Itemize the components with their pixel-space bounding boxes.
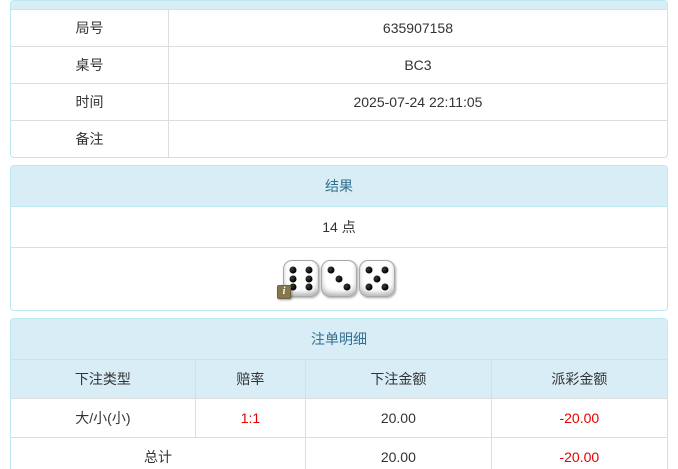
total-bet-amount: 20.00	[305, 437, 492, 469]
odds-header: 赔率	[194, 360, 306, 399]
round-id-label: 局号	[75, 20, 104, 36]
total-payout-amount: -20.00	[490, 437, 667, 469]
table-row: 备注	[11, 120, 667, 157]
result-panel-title: 结果	[11, 166, 667, 207]
total-label: 总计	[11, 437, 306, 469]
bet-details-table: 下注类型 赔率 下注金额 派彩金额 大/小(小) 1:1 20.00 -20.0…	[11, 360, 667, 469]
bet-details-title: 注单明细	[11, 319, 667, 360]
game-info-panel-heading	[11, 1, 667, 10]
game-info-table: 局号 635907158 桌号 BC3 时间 2025-07-24 22:11:…	[11, 10, 667, 157]
round-id-value: 635907158	[167, 10, 667, 47]
die-5-icon	[359, 260, 395, 297]
dice-group: i	[277, 260, 395, 299]
game-info-panel: 局号 635907158 桌号 BC3 时间 2025-07-24 22:11:…	[10, 0, 668, 158]
time-value: 2025-07-24 22:11:05	[167, 83, 667, 121]
bet-amount-value: 20.00	[305, 398, 492, 438]
table-row: 局号 635907158	[11, 10, 667, 47]
table-id-value: BC3	[167, 46, 667, 84]
result-panel: 结果 14 点 i	[10, 165, 668, 311]
payout-amount-value: -20.00	[490, 398, 667, 438]
bet-details-panel: 注单明细 下注类型 赔率 下注金额 派彩金额 大/小(小) 1:1 20.00 …	[10, 318, 668, 469]
dice-row: i	[11, 247, 667, 310]
time-label: 时间	[11, 83, 169, 121]
bet-amount-header: 下注金额	[305, 360, 492, 399]
table-row: 时间 2025-07-24 22:11:05	[11, 83, 667, 121]
info-badge-icon[interactable]: i	[277, 285, 291, 299]
bet-type-value: 大/小(小)	[11, 398, 196, 438]
odds-value: 1:1	[194, 398, 306, 438]
table-row: 桌号 BC3	[11, 46, 667, 84]
table-header-row: 下注类型 赔率 下注金额 派彩金额	[11, 360, 667, 399]
table-row: 大/小(小) 1:1 20.00 -20.00	[11, 398, 667, 438]
remark-label: 备注	[11, 120, 169, 157]
total-row: 总计 20.00 -20.00	[11, 437, 667, 469]
table-id-label: 桌号	[11, 46, 169, 84]
result-points: 14 点	[322, 219, 356, 235]
die-3-icon	[321, 260, 357, 297]
remark-value	[167, 120, 667, 157]
bet-type-header: 下注类型	[11, 360, 196, 399]
payout-amount-header: 派彩金额	[490, 360, 667, 399]
